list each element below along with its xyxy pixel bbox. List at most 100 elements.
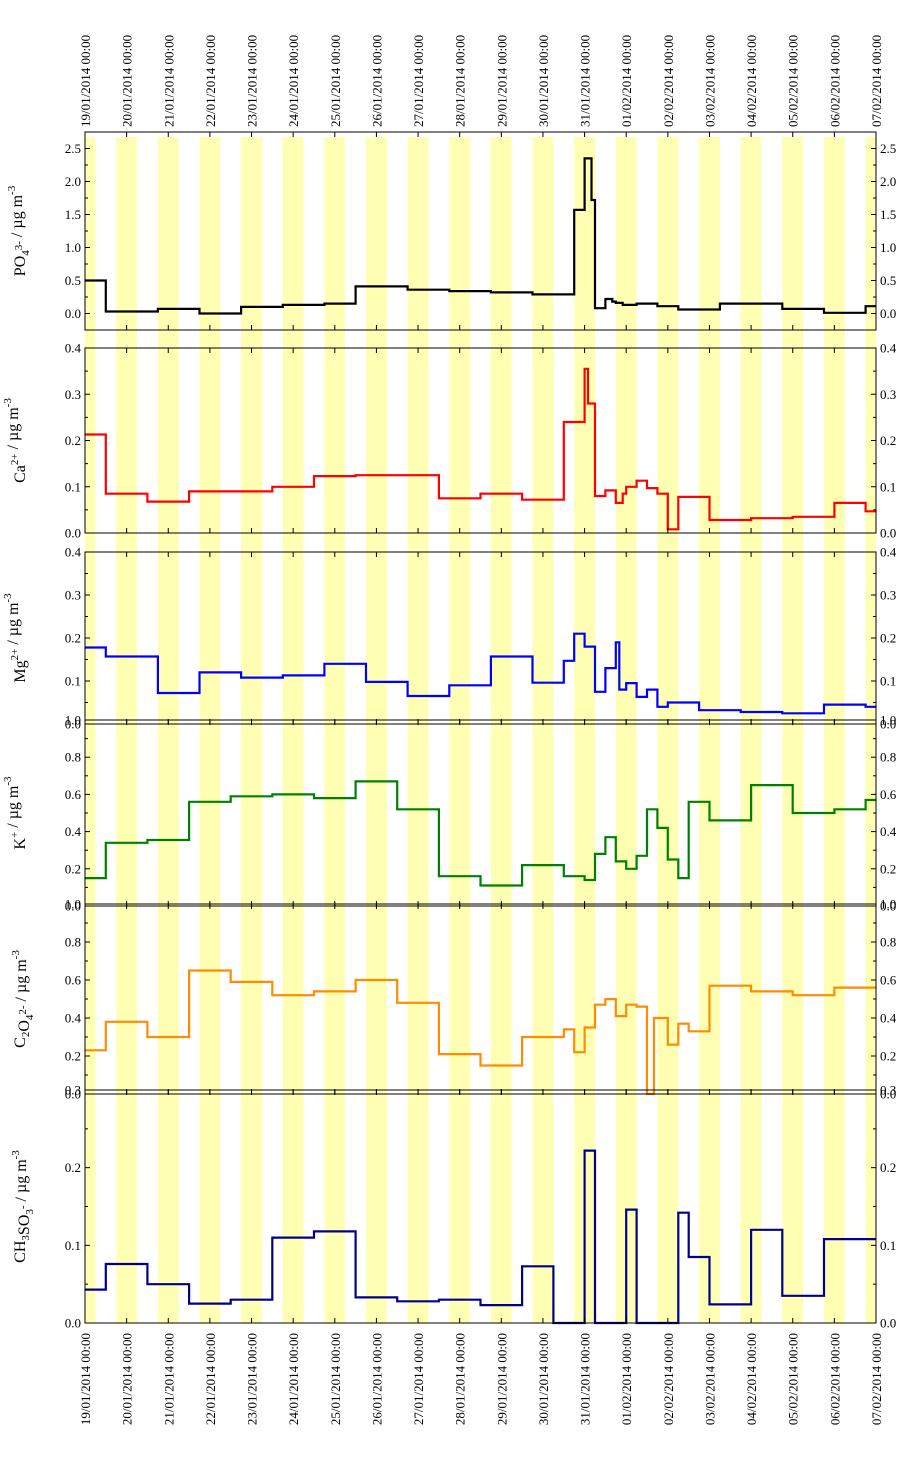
bottom-date-label: 23/01/2014 00:00 bbox=[245, 1333, 260, 1425]
y-axis-title-panel-5: C2O42- / µg m-3 bbox=[10, 950, 36, 1048]
series-step-line-panel-2 bbox=[85, 367, 876, 531]
y-tick-label-right: 0.8 bbox=[880, 935, 896, 950]
y-tick-label-left: 0.3 bbox=[65, 387, 81, 402]
bottom-date-label: 01/02/2014 00:00 bbox=[619, 1333, 634, 1425]
y-tick-label-left: 0.5 bbox=[65, 273, 81, 288]
y-tick-label-left: 0.0 bbox=[65, 899, 81, 914]
y-axis-title-panel-4: K+ / µg m-3 bbox=[2, 776, 29, 850]
y-tick-label-left: 0.6 bbox=[65, 787, 82, 802]
top-date-label: 05/02/2014 00:00 bbox=[786, 35, 801, 127]
top-date-label: 07/02/2014 00:00 bbox=[869, 35, 884, 127]
y-tick-label-left: 0.0 bbox=[65, 717, 81, 732]
bottom-date-label: 02/02/2014 00:00 bbox=[661, 1333, 676, 1425]
series-step-line-panel-3 bbox=[85, 632, 876, 715]
night-shading-band bbox=[740, 137, 762, 1323]
y-tick-label-right: 0.2 bbox=[880, 1049, 896, 1064]
top-date-label: 02/02/2014 00:00 bbox=[661, 35, 676, 127]
night-shading-band bbox=[449, 137, 471, 1323]
night-shading-band bbox=[116, 137, 138, 1323]
y-tick-label-left: 0.1 bbox=[65, 479, 81, 494]
y-tick-label-right: 0.1 bbox=[880, 674, 896, 689]
y-tick-label-left: 0.0 bbox=[65, 526, 81, 541]
y-tick-label-right: 0.3 bbox=[880, 588, 896, 603]
night-shading-band bbox=[782, 137, 804, 1323]
y-tick-label-left: 0.0 bbox=[65, 1087, 81, 1102]
top-date-label: 24/01/2014 00:00 bbox=[286, 35, 301, 127]
night-shading-band bbox=[241, 137, 262, 1323]
y-tick-label-left: 0.6 bbox=[65, 973, 82, 988]
y-tick-label-left: 0.2 bbox=[65, 861, 81, 876]
y-tick-label-right: 1.0 bbox=[880, 713, 896, 728]
bottom-date-label: 20/01/2014 00:00 bbox=[120, 1333, 135, 1425]
top-date-label: 30/01/2014 00:00 bbox=[536, 35, 551, 127]
y-tick-label-left: 0.8 bbox=[65, 935, 81, 950]
night-shading-band bbox=[282, 137, 304, 1323]
y-tick-label-right: 1.0 bbox=[880, 897, 896, 912]
y-tick-label-left: 0.3 bbox=[65, 588, 81, 603]
bottom-date-label: 31/01/2014 00:00 bbox=[578, 1333, 593, 1425]
y-tick-label-right: 0.2 bbox=[880, 861, 896, 876]
night-shading-band bbox=[407, 137, 429, 1323]
series-step-line-panel-4 bbox=[85, 780, 876, 887]
night-shading-band bbox=[823, 137, 845, 1323]
y-tick-label-left: 0.1 bbox=[65, 674, 81, 689]
y-axis-title-panel-1: PO43- / µg m-3 bbox=[6, 185, 32, 276]
bottom-date-axis-labels: 19/01/2014 00:00 20/01/2014 00:00 21/01/20… bbox=[78, 1333, 884, 1425]
y-tick-label-right: 0.0 bbox=[880, 1087, 896, 1102]
y-tick-label-left: 0.4 bbox=[65, 824, 82, 839]
y-tick-label-left: 1.0 bbox=[65, 240, 81, 255]
top-date-label: 19/01/2014 00:00 bbox=[78, 35, 93, 127]
y-tick-label-right: 2.0 bbox=[880, 174, 896, 189]
y-tick-label-right: 0.4 bbox=[880, 824, 897, 839]
y-tick-label-right: 0.0 bbox=[880, 306, 896, 321]
top-date-axis-labels: 19/01/2014 00:00 20/01/2014 00:00 21/01/20… bbox=[78, 35, 884, 127]
night-shading-band bbox=[865, 137, 876, 1323]
y-tick-label-left: 0.2 bbox=[65, 1160, 81, 1175]
y-tick-label-right: 0.0 bbox=[880, 526, 896, 541]
top-date-label: 20/01/2014 00:00 bbox=[120, 35, 135, 127]
night-shading-band bbox=[532, 137, 554, 1323]
y-tick-label-right: 0.4 bbox=[880, 1011, 897, 1026]
bottom-date-label: 26/01/2014 00:00 bbox=[369, 1333, 384, 1425]
y-tick-label-left: 0.0 bbox=[65, 1316, 81, 1331]
top-date-label: 26/01/2014 00:00 bbox=[369, 35, 384, 127]
bottom-date-label: 29/01/2014 00:00 bbox=[494, 1333, 509, 1425]
night-shading-band bbox=[85, 137, 96, 1323]
y-tick-label-right: 1.5 bbox=[880, 207, 896, 222]
bottom-date-label: 07/02/2014 00:00 bbox=[869, 1333, 884, 1425]
bottom-date-label: 05/02/2014 00:00 bbox=[786, 1333, 801, 1425]
y-tick-label-right: 0.1 bbox=[880, 479, 896, 494]
y-tick-label-left: 2.5 bbox=[65, 141, 81, 156]
top-date-label: 03/02/2014 00:00 bbox=[703, 35, 718, 127]
y-tick-label-right: 0.8 bbox=[880, 750, 896, 765]
y-tick-label-left: 1.0 bbox=[65, 897, 81, 912]
night-shading-band bbox=[199, 137, 221, 1323]
top-date-label: 25/01/2014 00:00 bbox=[328, 35, 343, 127]
bottom-date-label: 21/01/2014 00:00 bbox=[161, 1333, 176, 1425]
night-shading-band bbox=[615, 137, 637, 1323]
y-tick-label-right: 0.0 bbox=[880, 1316, 896, 1331]
y-axis-titles: PO43- / µg m-3 Ca2+ / µg m-3 Mg2+ / µg m-3… bbox=[2, 185, 36, 1263]
series-step-line-panel-5 bbox=[85, 969, 876, 1096]
night-shading-band bbox=[157, 137, 179, 1323]
top-date-label: 22/01/2014 00:00 bbox=[203, 35, 218, 127]
y-tick-label-left: 0.4 bbox=[65, 545, 82, 560]
y-tick-label-right: 0.0 bbox=[880, 717, 896, 732]
y-tick-label-right: 0.4 bbox=[880, 341, 897, 356]
y-tick-label-right: 0.2 bbox=[880, 1160, 896, 1175]
series-step-line-panel-1 bbox=[85, 157, 876, 315]
y-tick-label-right: 0.0 bbox=[880, 899, 896, 914]
y-tick-label-right: 0.3 bbox=[880, 387, 896, 402]
y-tick-label-left: 1.0 bbox=[65, 713, 81, 728]
bottom-date-label: 25/01/2014 00:00 bbox=[328, 1333, 343, 1425]
night-shading-band bbox=[657, 137, 679, 1323]
y-tick-label-left: 0.3 bbox=[65, 1083, 81, 1098]
y-tick-label-left: 0.1 bbox=[65, 1238, 81, 1253]
y-tick-label-left: 0.2 bbox=[65, 631, 81, 646]
top-date-label: 04/02/2014 00:00 bbox=[744, 35, 759, 127]
y-tick-label-left: 0.0 bbox=[65, 306, 81, 321]
y-tick-label-right: 2.5 bbox=[880, 141, 896, 156]
night-shading-band bbox=[574, 137, 595, 1323]
y-tick-label-right: 0.2 bbox=[880, 433, 896, 448]
